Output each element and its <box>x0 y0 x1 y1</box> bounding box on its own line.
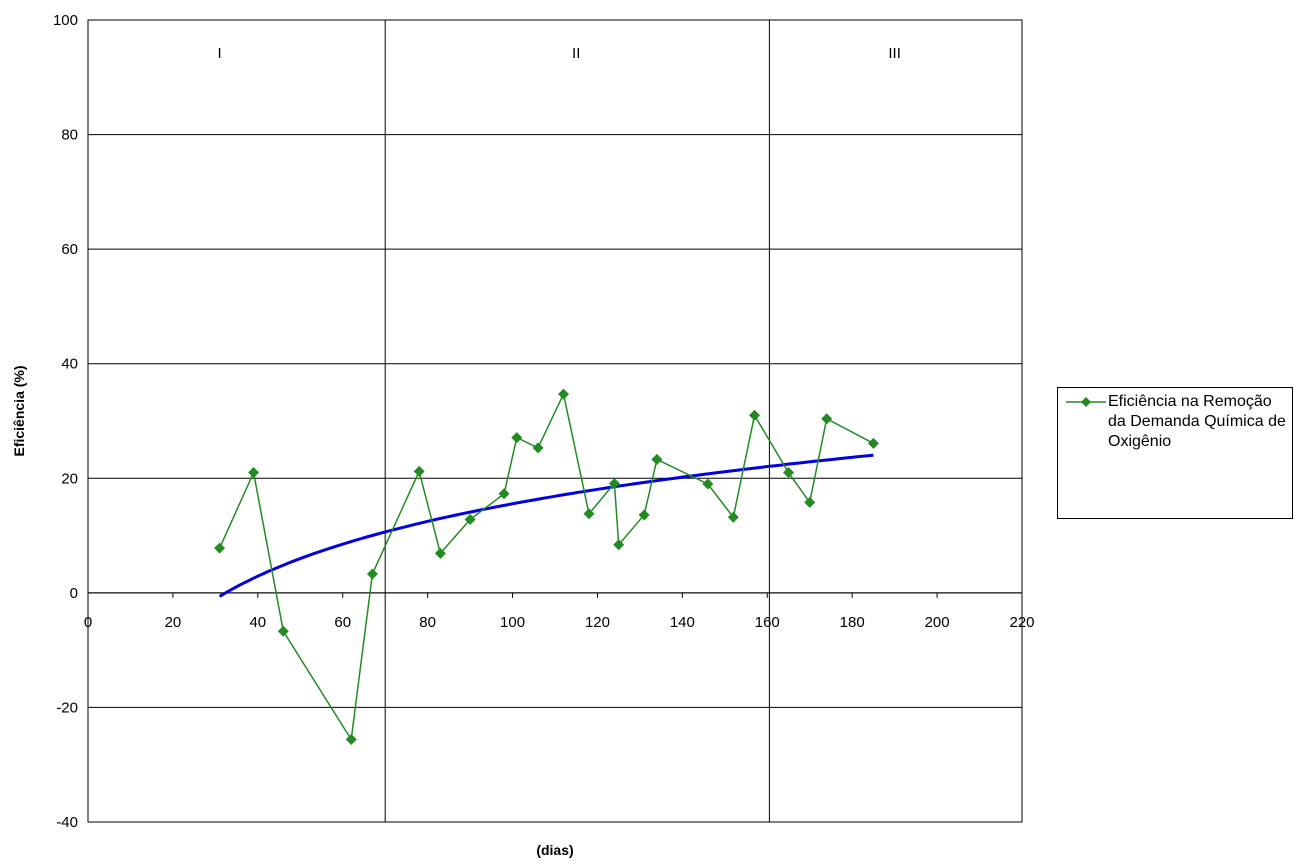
x-tick-label: 80 <box>419 614 436 631</box>
y-tick-label: 100 <box>53 12 78 29</box>
legend: Eficiência na Remoção da Demanda Química… <box>1057 387 1293 519</box>
data-series <box>214 388 879 746</box>
data-point <box>345 734 357 746</box>
y-tick-label: 80 <box>61 127 78 144</box>
phase-dividers <box>384 20 770 822</box>
legend-label: Eficiência na Remoção da Demanda Química… <box>1108 393 1286 450</box>
x-tick-label: 120 <box>585 614 610 631</box>
data-point <box>608 477 620 489</box>
trendline-path <box>218 453 874 598</box>
x-tick-label: 0 <box>84 614 92 631</box>
phase-labels: I II III <box>218 45 901 62</box>
y-tick-label: 40 <box>61 356 78 373</box>
x-axis <box>87 592 1023 598</box>
data-point <box>638 509 650 521</box>
data-point <box>651 453 663 465</box>
y-tick-label: -40 <box>56 814 78 831</box>
data-point <box>613 539 625 551</box>
data-point <box>749 409 761 421</box>
data-point <box>511 432 523 444</box>
data-point <box>583 508 595 520</box>
x-tick-label: 140 <box>670 614 695 631</box>
x-tick-label: 180 <box>840 614 865 631</box>
x-tick-label: 220 <box>1009 614 1034 631</box>
data-point <box>464 514 476 526</box>
x-tick-label: 100 <box>500 614 525 631</box>
data-point <box>434 547 446 559</box>
data-point <box>366 568 378 580</box>
data-point <box>413 465 425 477</box>
x-tick-label: 60 <box>334 614 351 631</box>
plot-area-frame <box>87 19 1023 823</box>
y-tick-label: 20 <box>61 470 78 487</box>
legend-marker-icon <box>1066 397 1106 407</box>
phase-label: II <box>572 45 580 62</box>
trendline <box>218 453 874 598</box>
x-axis-title: (dias) <box>536 842 573 858</box>
data-point <box>277 625 289 637</box>
data-point <box>214 542 226 554</box>
phase-label: III <box>888 45 901 62</box>
data-point <box>783 467 794 479</box>
x-tick-label: 200 <box>925 614 950 631</box>
y-tick-label: 0 <box>70 585 78 602</box>
data-point <box>532 442 544 454</box>
x-tick-label: 20 <box>165 614 182 631</box>
data-point <box>498 488 510 500</box>
x-tick-label: 40 <box>249 614 266 631</box>
y-tick-label: 60 <box>61 241 78 258</box>
y-axis-title: Eficiência (%) <box>11 365 27 456</box>
data-point <box>727 511 739 523</box>
x-axis-ticks: 0 20 40 60 80 100 120 140 160 180 200 220 <box>84 614 1035 631</box>
y-axis-ticks: -40 -20 0 20 40 60 80 100 <box>53 12 78 831</box>
data-point <box>867 437 879 449</box>
data-point <box>702 478 714 490</box>
x-tick-label: 160 <box>755 614 780 631</box>
phase-label: I <box>218 45 222 62</box>
data-point <box>248 467 260 479</box>
y-tick-label: -20 <box>56 699 78 716</box>
data-point <box>557 388 569 400</box>
data-point <box>804 496 816 508</box>
data-point <box>821 413 833 425</box>
grid <box>88 19 1022 823</box>
series-line <box>218 391 874 742</box>
